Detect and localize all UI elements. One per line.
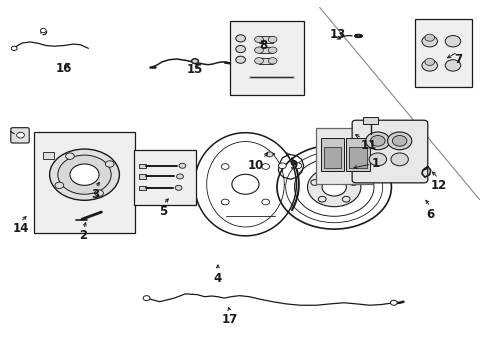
Bar <box>139 174 146 179</box>
Text: 9: 9 <box>288 159 297 172</box>
Text: 7: 7 <box>453 53 461 66</box>
Circle shape <box>391 135 406 146</box>
Bar <box>324 147 341 168</box>
Circle shape <box>235 56 245 63</box>
Circle shape <box>254 47 263 53</box>
Text: 13: 13 <box>329 28 346 41</box>
Circle shape <box>322 178 346 196</box>
Text: 11: 11 <box>360 139 376 152</box>
Text: 17: 17 <box>222 314 238 327</box>
Circle shape <box>424 58 434 66</box>
Bar <box>259 58 272 64</box>
Circle shape <box>58 155 111 194</box>
Bar <box>414 19 471 87</box>
Circle shape <box>268 47 276 53</box>
Bar <box>229 21 303 95</box>
Circle shape <box>444 36 460 47</box>
Circle shape <box>390 153 407 166</box>
Text: 3: 3 <box>91 188 100 201</box>
Circle shape <box>421 60 437 71</box>
Bar <box>316 129 373 184</box>
Circle shape <box>293 163 301 168</box>
Circle shape <box>368 153 386 166</box>
Bar <box>259 47 272 53</box>
Circle shape <box>254 58 263 64</box>
Circle shape <box>386 132 411 150</box>
Text: 4: 4 <box>213 272 222 285</box>
Bar <box>346 138 369 171</box>
Circle shape <box>105 161 114 167</box>
Circle shape <box>370 135 385 146</box>
Circle shape <box>266 152 272 157</box>
Text: 5: 5 <box>159 205 167 218</box>
Circle shape <box>176 174 183 179</box>
Circle shape <box>11 46 17 50</box>
Bar <box>259 36 272 42</box>
Text: 16: 16 <box>56 62 72 75</box>
Circle shape <box>70 164 99 185</box>
Circle shape <box>143 296 150 301</box>
Circle shape <box>307 167 360 207</box>
Bar <box>34 132 135 233</box>
Text: 2: 2 <box>80 229 87 242</box>
FancyBboxPatch shape <box>11 128 29 143</box>
Circle shape <box>444 60 460 71</box>
Text: 6: 6 <box>425 208 433 221</box>
Bar <box>43 152 54 159</box>
Bar <box>134 150 196 205</box>
Circle shape <box>175 185 182 190</box>
Text: 10: 10 <box>247 159 264 172</box>
Text: 14: 14 <box>12 222 29 235</box>
Bar <box>348 147 366 168</box>
Bar <box>363 117 377 124</box>
Circle shape <box>95 190 103 196</box>
Circle shape <box>235 45 245 53</box>
Circle shape <box>278 163 285 168</box>
Text: 1: 1 <box>371 157 379 171</box>
Circle shape <box>254 36 263 42</box>
Circle shape <box>65 153 74 159</box>
Circle shape <box>268 58 276 64</box>
Bar <box>321 138 344 171</box>
FancyBboxPatch shape <box>351 120 427 183</box>
Circle shape <box>365 132 389 150</box>
Text: 8: 8 <box>258 40 266 53</box>
Circle shape <box>41 28 46 33</box>
Text: 15: 15 <box>186 63 203 76</box>
Bar <box>139 186 146 190</box>
Circle shape <box>179 163 185 168</box>
Circle shape <box>49 149 119 200</box>
Circle shape <box>191 59 198 64</box>
Circle shape <box>389 300 396 305</box>
Text: 12: 12 <box>429 179 446 192</box>
Circle shape <box>268 36 276 42</box>
Circle shape <box>424 34 434 41</box>
Bar <box>139 164 146 168</box>
Circle shape <box>55 182 63 189</box>
Circle shape <box>17 132 24 138</box>
Circle shape <box>421 36 437 47</box>
Circle shape <box>235 35 245 42</box>
